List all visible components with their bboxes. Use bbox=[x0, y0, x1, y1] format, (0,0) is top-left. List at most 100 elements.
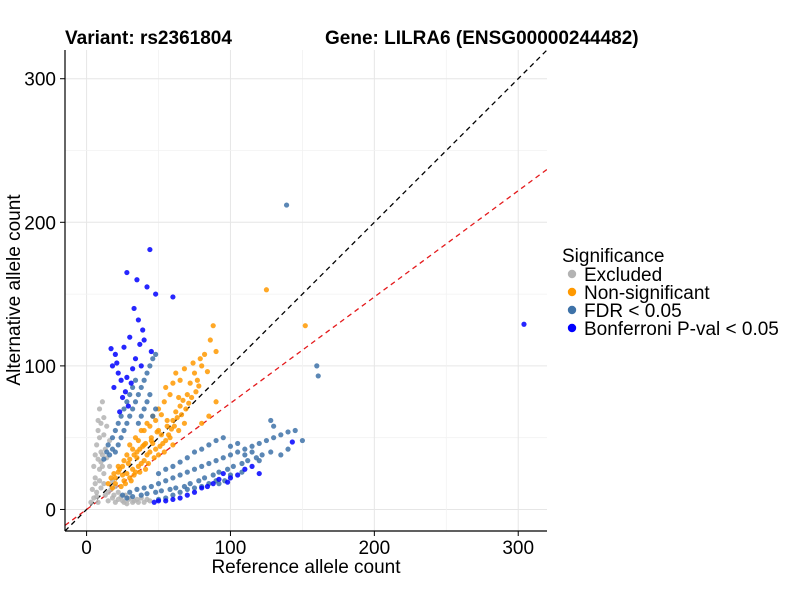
y-axis-title: Alternative allele count bbox=[4, 194, 25, 386]
reference-line-fitted bbox=[65, 168, 547, 526]
data-point bbox=[160, 440, 166, 447]
data-point bbox=[130, 384, 136, 391]
data-point bbox=[178, 412, 185, 418]
legend-label: Non-significant bbox=[584, 283, 710, 304]
data-point bbox=[230, 463, 236, 469]
data-point bbox=[158, 432, 164, 438]
data-point bbox=[174, 414, 180, 421]
data-point bbox=[137, 446, 143, 452]
chart-title-variant: Variant: rs2361804 bbox=[65, 28, 232, 49]
data-point bbox=[109, 363, 116, 369]
data-point bbox=[204, 483, 211, 490]
data-point bbox=[170, 496, 176, 503]
data-point bbox=[121, 458, 127, 464]
data-point bbox=[142, 440, 149, 447]
data-point bbox=[131, 472, 137, 478]
data-point bbox=[181, 366, 188, 372]
data-point bbox=[271, 435, 277, 441]
data-point bbox=[220, 435, 226, 441]
data-point bbox=[108, 475, 114, 481]
data-point bbox=[235, 472, 241, 478]
data-point bbox=[189, 394, 195, 401]
data-point bbox=[216, 481, 222, 487]
data-point bbox=[210, 472, 216, 478]
data-point bbox=[105, 481, 111, 487]
data-point bbox=[181, 420, 188, 426]
data-point bbox=[138, 492, 144, 498]
data-point bbox=[111, 384, 117, 391]
data-point bbox=[170, 380, 176, 386]
data-point bbox=[150, 356, 156, 362]
x-axis-ticks: 0 100 200 300 bbox=[81, 531, 534, 559]
data-point bbox=[117, 466, 123, 472]
series-2 bbox=[101, 202, 321, 503]
data-point bbox=[135, 437, 141, 444]
x-tick-label: 200 bbox=[358, 538, 390, 559]
data-point bbox=[89, 486, 95, 492]
data-point bbox=[148, 437, 154, 444]
data-point bbox=[170, 417, 176, 424]
data-point bbox=[187, 380, 193, 386]
data-point bbox=[130, 406, 136, 412]
data-point bbox=[138, 413, 144, 419]
data-point bbox=[199, 485, 205, 491]
data-point bbox=[184, 455, 190, 461]
data-point bbox=[138, 363, 144, 369]
legend-item: Excluded bbox=[567, 265, 662, 286]
data-point bbox=[249, 449, 255, 455]
data-point bbox=[131, 305, 137, 312]
data-point bbox=[127, 489, 133, 495]
data-points bbox=[88, 202, 527, 507]
data-point bbox=[153, 291, 159, 297]
data-point bbox=[263, 287, 270, 293]
data-point bbox=[127, 391, 133, 398]
legend-item: Bonferroni P-val < 0.05 bbox=[567, 319, 779, 340]
data-point bbox=[199, 446, 205, 452]
data-point bbox=[153, 489, 159, 495]
data-point bbox=[131, 452, 137, 458]
data-point bbox=[124, 269, 130, 276]
data-point bbox=[122, 481, 129, 487]
data-point bbox=[155, 470, 162, 477]
data-point bbox=[173, 370, 179, 376]
data-point bbox=[256, 470, 262, 477]
data-point bbox=[268, 417, 274, 424]
data-point bbox=[177, 495, 183, 501]
data-point bbox=[213, 458, 219, 464]
data-point bbox=[105, 498, 111, 504]
data-point bbox=[249, 463, 255, 469]
data-point bbox=[245, 458, 251, 464]
y-tick-label: 0 bbox=[45, 500, 56, 521]
data-point bbox=[155, 498, 162, 504]
data-point bbox=[289, 439, 295, 445]
data-point bbox=[268, 449, 274, 455]
data-point bbox=[127, 456, 133, 462]
data-point bbox=[210, 481, 216, 487]
data-point bbox=[124, 399, 130, 405]
data-point bbox=[122, 389, 129, 395]
data-point bbox=[283, 202, 290, 208]
data-point bbox=[196, 478, 202, 484]
data-point bbox=[135, 463, 141, 469]
gridlines bbox=[65, 50, 547, 531]
data-point bbox=[99, 463, 106, 469]
data-point bbox=[235, 440, 241, 447]
data-point bbox=[153, 406, 159, 412]
data-point bbox=[98, 485, 104, 491]
data-point bbox=[199, 420, 205, 426]
data-point bbox=[138, 384, 144, 391]
data-point bbox=[115, 420, 121, 426]
data-point bbox=[92, 475, 98, 481]
data-point bbox=[187, 481, 193, 487]
legend-label: Excluded bbox=[584, 265, 662, 286]
data-point bbox=[125, 403, 131, 409]
data-point bbox=[115, 370, 121, 376]
data-point bbox=[213, 399, 219, 405]
y-tick-label: 200 bbox=[24, 213, 56, 234]
legend-swatch bbox=[567, 287, 577, 297]
data-point bbox=[94, 489, 100, 495]
data-point bbox=[259, 452, 265, 458]
data-point bbox=[167, 486, 173, 492]
data-point bbox=[176, 394, 182, 401]
data-point bbox=[124, 420, 130, 426]
